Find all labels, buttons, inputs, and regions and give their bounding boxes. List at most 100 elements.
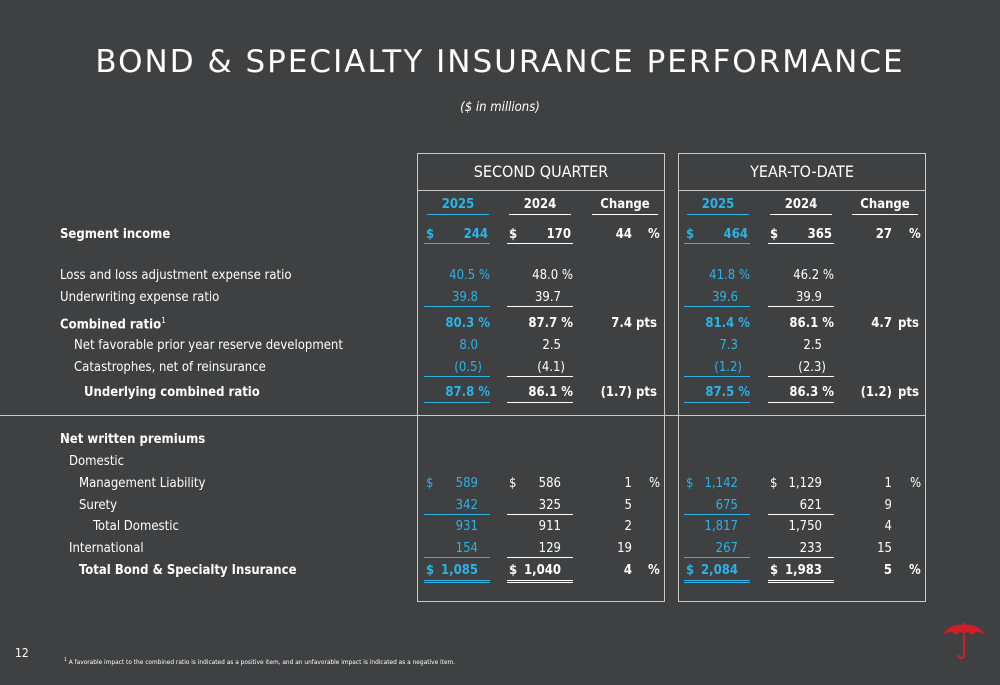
- col-header-qchange: Change: [592, 197, 658, 215]
- cell-total-dom-ychg: 4: [884, 519, 892, 534]
- cell-underlying-qchg: (1.7): [600, 385, 632, 400]
- cell-underlying-q2024: 86.1 %: [507, 385, 573, 403]
- cell-pyd-q2025: 8.0: [459, 338, 478, 353]
- cell-intl-y2025: 267: [684, 541, 750, 558]
- col-header-y2025: 2025: [687, 197, 749, 215]
- cell-total-bsi-ychg: 5: [883, 563, 892, 578]
- cell-segment-income-qunit: %: [648, 227, 660, 242]
- page-subtitle: ($ in millions): [460, 100, 540, 115]
- cell-pyd-y2024: 2.5: [803, 338, 822, 353]
- cell-surety-qchg: 5: [624, 498, 632, 513]
- page-number: 12: [15, 646, 29, 660]
- cell-underlying-y2024: 86.3 %: [768, 385, 834, 403]
- cell-pyd-y2025: 7.3: [719, 338, 738, 353]
- cell-underlying-qunit: pts: [636, 385, 657, 400]
- col-header-q2025: 2025: [427, 197, 489, 215]
- row-label-cat: Catastrophes, net of reinsurance: [74, 360, 266, 375]
- cell-surety-q2025: 342: [424, 498, 490, 515]
- cell-total-dom-y2025: 1,817: [704, 519, 738, 534]
- cell-total-bsi-qunit: %: [648, 563, 660, 578]
- cell-combined-qchg: 7.4: [611, 316, 632, 331]
- cell-combined-y2025: 81.4 %: [705, 316, 750, 331]
- cell-total-bsi-q2024: $1,040: [507, 563, 573, 583]
- cell-intl-qchg: 19: [617, 541, 632, 556]
- row-label-underlying: Underlying combined ratio: [84, 385, 260, 400]
- col-header-q2024: 2024: [509, 197, 571, 215]
- cell-surety-q2024: 325: [507, 498, 573, 515]
- row-label-loss-ratio: Loss and loss adjustment expense ratio: [60, 268, 292, 283]
- cell-segment-income-q2025: $244: [424, 227, 490, 244]
- section-divider: [0, 415, 678, 416]
- footnote: 1 A favorable impact to the combined rat…: [64, 657, 456, 667]
- cell-pyd-q2024: 2.5: [542, 338, 561, 353]
- cell-total-bsi-qchg: 4: [623, 563, 632, 578]
- cell-total-dom-y2024: 1,750: [788, 519, 822, 534]
- cell-cat-y2025: (1.2): [684, 360, 750, 377]
- cell-combined-yunit: pts: [898, 316, 919, 331]
- cell-cat-q2024: (4.1): [507, 360, 573, 377]
- cell-total-dom-qchg: 2: [624, 519, 632, 534]
- cell-segment-income-yunit: %: [909, 227, 921, 242]
- col-header-ychange: Change: [852, 197, 918, 215]
- row-label-segment-income: Segment income: [60, 227, 171, 242]
- cell-surety-ychg: 9: [884, 498, 892, 513]
- cell-intl-y2024: 233: [768, 541, 834, 558]
- cell-cat-q2025: (0.5): [424, 360, 490, 377]
- cell-surety-y2024: 621: [768, 498, 834, 515]
- cell-combined-q2024: 87.7 %: [528, 316, 573, 331]
- cell-underlying-yunit: pts: [898, 385, 919, 400]
- cell-surety-y2025: 675: [684, 498, 750, 515]
- cell-uw-ratio-y2024: 39.9: [768, 290, 834, 307]
- row-label-total-bsi: Total Bond & Specialty Insurance: [79, 563, 297, 578]
- cell-segment-income-ychg: 27: [875, 227, 892, 242]
- cell-mgmt-ychg: 1: [884, 476, 892, 491]
- year-to-date-header: YEAR-TO-DATE: [679, 154, 925, 191]
- cell-mgmt-y2024: $1,129: [770, 476, 822, 491]
- row-label-domestic: Domestic: [69, 454, 125, 469]
- cell-segment-income-y2025: $464: [684, 227, 750, 244]
- cell-underlying-y2025: 87.5 %: [684, 385, 750, 403]
- cell-intl-q2025: 154: [424, 541, 490, 558]
- row-label-surety: Surety: [79, 498, 118, 513]
- row-label-mgmt: Management Liability: [79, 476, 206, 491]
- second-quarter-panel: SECOND QUARTER: [417, 153, 665, 602]
- cell-total-dom-q2024: 911: [538, 519, 561, 534]
- row-label-intl: International: [69, 541, 144, 556]
- page-title: BOND & SPECIALTY INSURANCE PERFORMANCE: [95, 44, 905, 80]
- cell-uw-ratio-q2024: 39.7: [507, 290, 573, 307]
- cell-intl-ychg: 15: [877, 541, 892, 556]
- cell-mgmt-yunit: %: [910, 476, 922, 491]
- cell-uw-ratio-q2025: 39.8: [424, 290, 490, 307]
- cell-loss-ratio-y2024: 46.2 %: [793, 268, 834, 283]
- second-quarter-header: SECOND QUARTER: [418, 154, 664, 191]
- cell-intl-q2024: 129: [507, 541, 573, 558]
- cell-uw-ratio-y2025: 39.6: [684, 290, 750, 307]
- cell-mgmt-qchg: 1: [624, 476, 632, 491]
- row-label-nwp: Net written premiums: [60, 432, 206, 447]
- cell-total-bsi-yunit: %: [909, 563, 921, 578]
- cell-segment-income-qchg: 44: [615, 227, 632, 242]
- cell-mgmt-q2025: $589: [426, 476, 478, 491]
- cell-loss-ratio-q2025: 40.5 %: [449, 268, 490, 283]
- row-label-uw-ratio: Underwriting expense ratio: [60, 290, 220, 305]
- cell-combined-y2024: 86.1 %: [789, 316, 834, 331]
- year-to-date-panel: YEAR-TO-DATE: [678, 153, 926, 602]
- row-label-total-domestic: Total Domestic: [93, 519, 179, 534]
- row-label-pyd: Net favorable prior year reserve develop…: [74, 338, 343, 353]
- cell-total-bsi-q2025: $1,085: [424, 563, 490, 583]
- cell-underlying-q2025: 87.8 %: [424, 385, 490, 403]
- cell-underlying-ychg: (1.2): [860, 385, 892, 400]
- section-divider-ytd: [678, 415, 926, 416]
- cell-total-bsi-y2024: $1,983: [768, 563, 834, 583]
- cell-mgmt-q2024: $586: [509, 476, 561, 491]
- cell-loss-ratio-y2025: 41.8 %: [709, 268, 750, 283]
- cell-segment-income-y2024: $365: [768, 227, 834, 244]
- red-umbrella-logo-icon: [944, 623, 984, 659]
- cell-mgmt-y2025: $1,142: [686, 476, 738, 491]
- cell-cat-y2024: (2.3): [768, 360, 834, 377]
- cell-total-bsi-y2025: $2,084: [684, 563, 750, 583]
- cell-combined-q2025: 80.3 %: [445, 316, 490, 331]
- cell-loss-ratio-q2024: 48.0 %: [532, 268, 573, 283]
- cell-segment-income-q2024: $170: [507, 227, 573, 244]
- row-label-combined-ratio: Combined ratio1: [60, 316, 166, 333]
